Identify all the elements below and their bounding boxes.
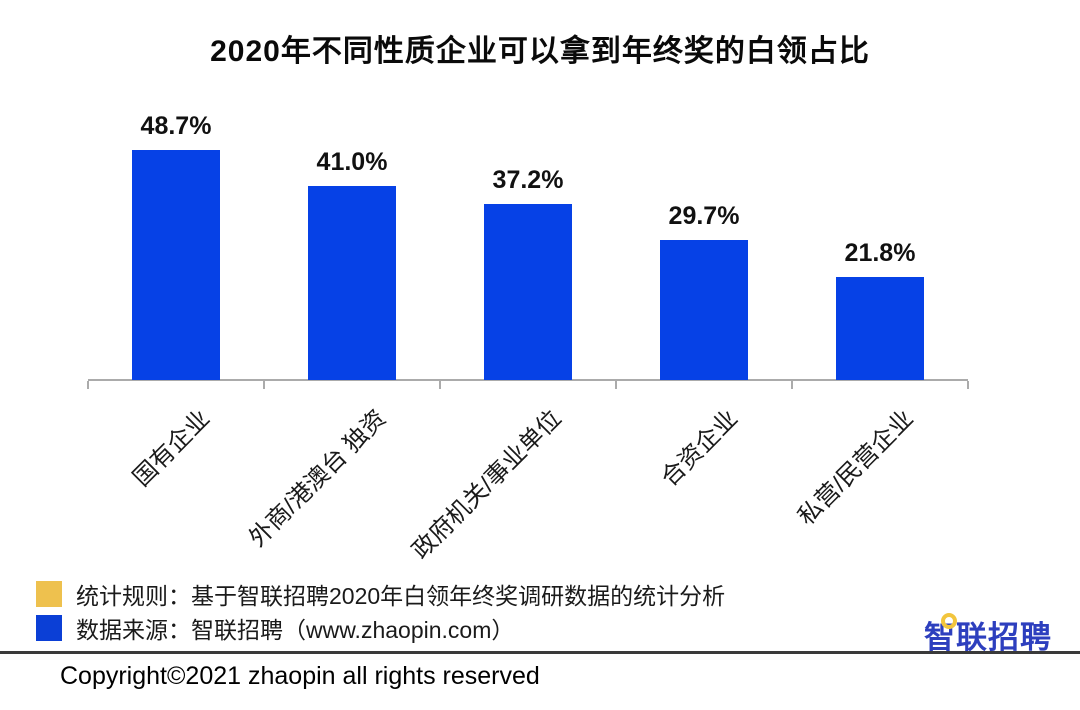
legend-swatch-yellow	[36, 581, 62, 607]
legend: 统计规则：基于智联招聘2020年白领年终奖调研数据的统计分析 数据来源：智联招聘…	[36, 577, 725, 645]
category-label: 国有企业	[128, 404, 216, 492]
bar	[132, 150, 220, 380]
bar-value-label: 21.8%	[844, 239, 916, 267]
category-label: 合资企业	[656, 404, 744, 492]
bar-value-label: 41.0%	[316, 148, 388, 176]
bar	[484, 204, 572, 380]
legend-item-rule: 统计规则：基于智联招聘2020年白领年终奖调研数据的统计分析	[36, 577, 725, 611]
category-label: 外商/港澳台 独资	[243, 404, 392, 553]
axis-tick	[439, 381, 441, 389]
axis-tick	[615, 381, 617, 389]
legend-label-rule: 统计规则：基于智联招聘2020年白领年终奖调研数据的统计分析	[76, 583, 726, 609]
bar	[836, 277, 924, 380]
legend-swatch-blue	[36, 615, 62, 641]
axis-tick	[967, 381, 969, 389]
bar-value-label: 29.7%	[668, 202, 740, 230]
bar	[308, 186, 396, 380]
axis-tick	[263, 381, 265, 389]
category-label: 私营/民营企业	[793, 404, 920, 531]
bar-chart: 48.7% 41.0% 37.2% 29.7% 21.8% 国有企业 外商/港澳台 独资政…	[87, 112, 969, 565]
bar	[660, 240, 748, 380]
bar-value-label: 37.2%	[492, 166, 564, 194]
x-axis-line	[88, 379, 968, 381]
legend-item-source: 数据来源：智联招聘（www.zhaopin.com）	[36, 611, 725, 645]
zhaopin-logo-dot-icon	[941, 613, 957, 629]
zhaopin-logo: 智联招聘	[924, 612, 1052, 655]
legend-label-source: 数据来源：智联招聘（www.zhaopin.com）	[76, 617, 515, 643]
copyright-text: Copyright©2021 zhaopin all rights reserv…	[60, 662, 540, 690]
category-label: 政府机关/事业单位	[407, 404, 568, 565]
axis-tick	[87, 381, 89, 389]
axis-tick	[791, 381, 793, 389]
bar-value-label: 48.7%	[140, 112, 212, 140]
page-title: 2020年不同性质企业可以拿到年终奖的白领占比	[210, 35, 870, 68]
footer-divider	[0, 651, 1080, 654]
